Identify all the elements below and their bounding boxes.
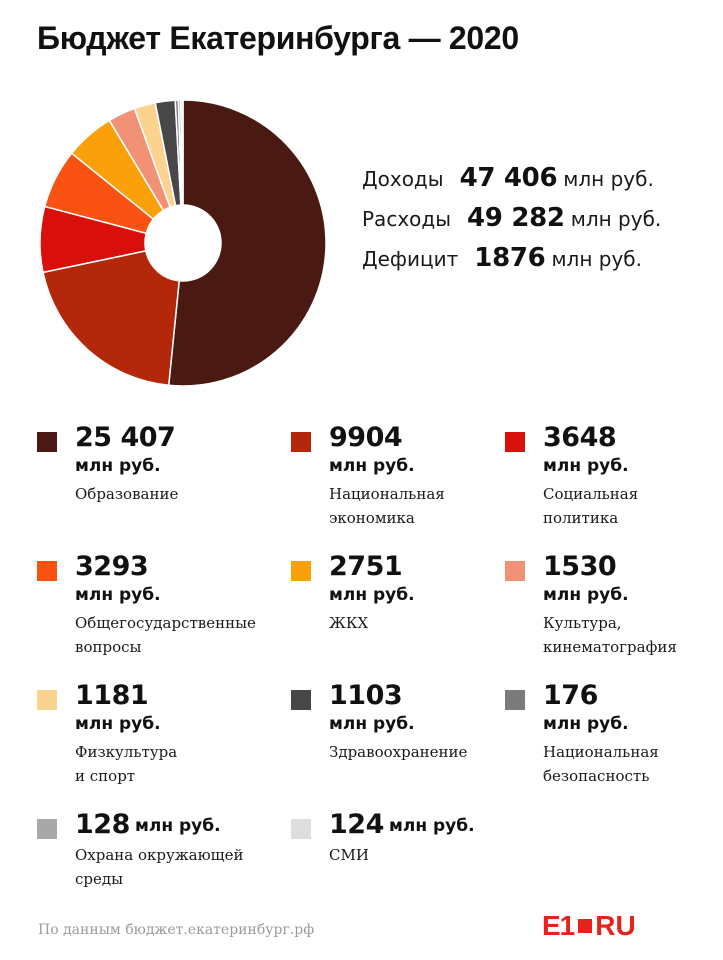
legend-unit: млн руб. [75,585,161,605]
legend-category-line: политика [543,509,619,527]
legend-value: 25 407 [75,422,176,453]
legend-unit: млн руб. [135,816,221,836]
legend-category-line: среды [75,870,124,888]
legend-value: 176 [543,680,598,711]
legend-category: Социальная политика [543,482,723,530]
summary-value: 49 282 [467,203,565,233]
legend-unit: млн руб. [329,585,415,605]
legend-category-line: Национальная [329,485,445,503]
legend-swatch [37,561,57,581]
legend-category: Физкультура и спорт [75,740,275,788]
donut-slice-10 [179,99,184,206]
legend-swatch [291,561,311,581]
summary-row-deficit: Дефицит 1876 млн руб. [362,243,717,283]
legend-category: СМИ [329,843,529,867]
legend-category: Общегосударственные вопросы [75,611,275,659]
legend-category-line: кинематография [543,638,677,656]
legend-value: 1103 [329,680,403,711]
source-note: По данным бюджет.екатеринбург.рф [38,922,315,938]
legend-unit: млн руб. [389,816,475,836]
legend-swatch [37,690,57,710]
legend-category-line: Здравоохранение [329,743,468,761]
logo-text-left: E1 [542,910,575,941]
summary-row-income: Доходы 47 406 млн руб. [362,163,717,203]
legend-swatch [37,432,57,452]
legend-value: 3293 [75,551,149,582]
legend-category-line: Образование [75,485,179,503]
legend-value: 9904 [329,422,403,453]
logo-square-icon [578,919,593,933]
legend-category-line: и спорт [75,767,136,785]
summary-row-expenses: Расходы 49 282 млн руб. [362,203,717,243]
legend-category-line: ЖКХ [329,614,369,632]
legend-unit: млн руб. [329,456,415,476]
logo-text-right: RU [595,910,636,941]
legend-category: Охрана окружающей среды [75,843,275,891]
legend-value: 2751 [329,551,403,582]
legend-unit: млн руб. [75,456,161,476]
legend-value: 124 [329,809,384,840]
legend-category-line: Национальная [543,743,659,761]
legend-swatch [505,561,525,581]
legend-value: 128 [75,809,130,840]
legend-swatch [505,432,525,452]
legend-unit: млн руб. [543,714,629,734]
legend-category-line: СМИ [329,846,369,864]
summary-label: Дефицит [362,247,459,271]
summary-label: Доходы [362,167,444,191]
legend-swatch [291,819,311,839]
legend-unit: млн руб. [329,714,415,734]
legend-swatch [291,690,311,710]
legend-category-line: вопросы [75,638,142,656]
legend-category: Здравоохранение [329,740,529,764]
legend-category-line: Физкультура [75,743,178,761]
legend-unit: млн руб. [543,585,629,605]
donut-slice-1 [42,249,181,387]
legend-value: 3648 [543,422,617,453]
legend-category-line: Социальная [543,485,639,503]
e1-logo: E1 RU [542,910,636,941]
budget-summary: Доходы 47 406 млн руб. Расходы 49 282 мл… [362,163,717,283]
legend-value: 1181 [75,680,149,711]
legend-category-line: Общегосударственные [75,614,256,632]
legend-category: Образование [75,482,275,506]
legend-swatch [505,690,525,710]
summary-value: 1876 [474,243,546,273]
legend-category-line: экономика [329,509,415,527]
summary-unit: млн руб. [551,247,642,271]
legend-value: 1530 [543,551,617,582]
legend-category-line: Культура, [543,614,622,632]
legend-swatch [37,819,57,839]
legend-category: Культура, кинематография [543,611,723,659]
legend-category: Национальная безопасность [543,740,723,788]
summary-unit: млн руб. [570,207,662,231]
legend-unit: млн руб. [75,714,161,734]
summary-value: 47 406 [459,163,558,193]
chart-title: Бюджет Екатеринбурга — 2020 [37,20,519,56]
summary-unit: млн руб. [563,167,654,191]
legend-category: Национальная экономика [329,482,529,530]
legend-category-line: Охрана окружающей [75,846,244,864]
legend-swatch [291,432,311,452]
summary-label: Расходы [362,207,452,231]
legend-category: ЖКХ [329,611,529,635]
legend-unit: млн руб. [543,456,629,476]
legend-category-line: безопасность [543,767,650,785]
donut-slice-0 [167,99,327,387]
donut-chart [39,99,327,387]
